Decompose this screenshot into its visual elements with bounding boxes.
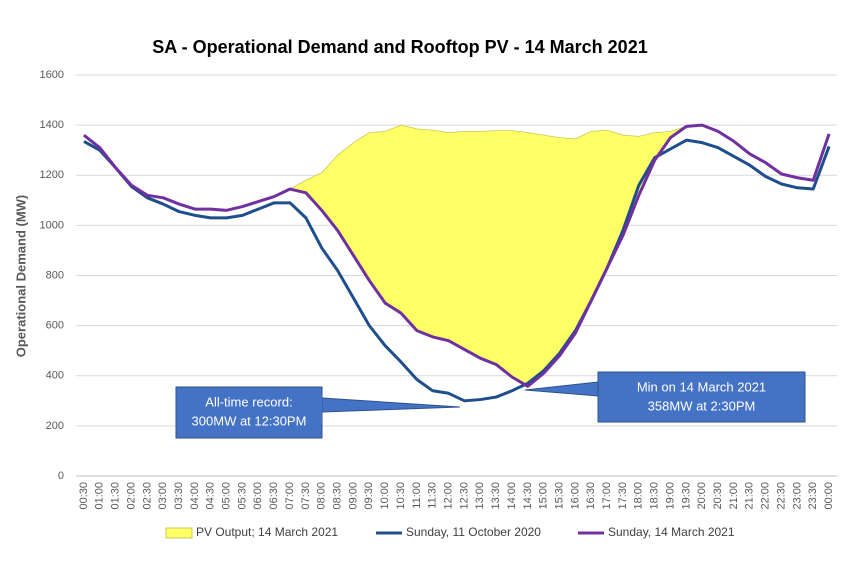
x-tick-label: 02:30 [141,482,153,510]
x-tick-label: 08:00 [316,482,328,510]
x-tick-label: 06:30 [268,482,280,510]
x-tick-label: 02:00 [125,482,137,510]
x-tick-label: 17:30 [617,482,629,510]
x-tick-label: 15:30 [553,482,565,510]
y-tick-label: 1000 [40,219,64,231]
x-tick-label: 04:30 [205,482,217,510]
x-tick-label: 23:30 [807,482,819,510]
chart-title: SA - Operational Demand and Rooftop PV -… [152,37,647,57]
x-tick-label: 18:00 [633,482,645,510]
x-tick-label: 12:00 [442,482,454,510]
x-tick-label: 08:30 [332,482,344,510]
x-tick-label: 04:00 [189,482,201,510]
callout-seam [320,395,322,423]
x-tick-label: 19:00 [664,482,676,510]
y-tick-label: 1400 [40,119,64,131]
legend-swatch [165,527,193,539]
y-tick-label: 400 [46,370,64,382]
x-tick-label: 00:30 [78,482,90,510]
legend-label: Sunday, 14 March 2021 [608,525,735,539]
x-tick-label: 05:30 [236,482,248,510]
x-tick-label: 15:00 [538,482,550,510]
x-tick-label: 14:00 [506,482,518,510]
callout-seam [598,380,601,408]
x-tick-label: 11:00 [411,482,423,509]
x-tick-label: 18:30 [649,482,661,510]
x-tick-label: 22:00 [760,482,772,510]
legend-label: PV Output; 14 March 2021 [196,525,338,539]
legend-label: Sunday, 11 October 2020 [406,525,541,539]
pv-area [83,124,830,387]
y-tick-label: 0 [58,470,64,482]
callout-pointer [524,381,599,397]
x-tick-label: 16:00 [569,482,581,510]
x-tick-label: 11:30 [427,482,439,509]
x-tick-label: 07:00 [284,482,296,510]
y-tick-label: 200 [46,420,64,432]
x-tick-label: 21:00 [728,482,740,510]
x-tick-label: 13:00 [474,482,486,510]
x-tick-label: 09:30 [363,482,375,510]
x-tick-label: 23:00 [791,482,803,510]
x-tick-label: 16:30 [585,482,597,510]
x-tick-label: 05:00 [221,482,233,510]
x-tick-label: 01:30 [110,482,122,510]
demand-line [83,138,831,403]
x-tick-label: 20:00 [696,482,708,510]
x-tick-label: 20:30 [712,482,724,510]
demand-line [82,123,831,388]
x-tick-label: 07:30 [300,482,312,510]
x-tick-label: 09:00 [347,482,359,510]
x-tick-label: 10:00 [379,482,391,510]
x-tick-label: 06:00 [252,482,264,510]
x-tick-label: 21:30 [744,482,756,510]
x-tick-label: 14:30 [522,482,534,510]
callout-text: Min on 14 March 2021 [637,379,766,394]
y-tick-label: 800 [46,269,64,281]
x-tick-label: 12:30 [458,482,470,510]
x-tick-label: 03:00 [157,482,169,510]
x-tick-label: 00:00 [823,482,835,510]
y-axis-label: Operational Demand (MW) [13,195,28,358]
callout-pointer [321,397,461,413]
x-tick-label: 03:30 [173,482,185,510]
y-tick-label: 1200 [40,169,64,181]
x-tick-label: 22:30 [775,482,787,510]
y-tick-label: 1600 [40,69,64,81]
x-tick-label: 19:30 [680,482,692,510]
callout-box [175,386,323,439]
callout-text: All-time record: [205,394,292,409]
x-tick-label: 01:00 [94,482,106,510]
x-tick-label: 13:30 [490,482,502,510]
callout-text: 358MW at 2:30PM [648,398,756,413]
y-tick-label: 600 [46,320,64,332]
x-tick-label: 17:00 [601,482,613,510]
callout-text: 300MW at 12:30PM [192,413,307,428]
x-tick-label: 10:30 [395,482,407,510]
callout-box [597,371,806,423]
